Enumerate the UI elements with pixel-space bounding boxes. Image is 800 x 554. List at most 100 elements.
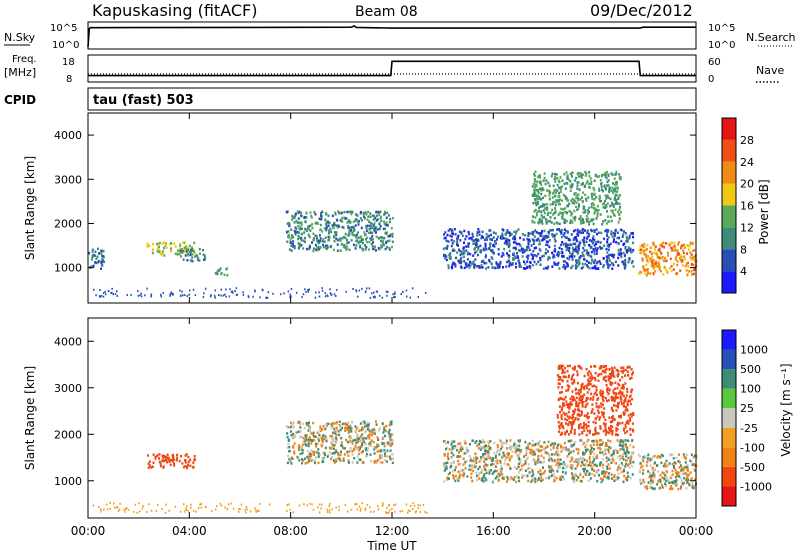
scatter-cell: [570, 243, 573, 246]
scatter-cell: [593, 252, 596, 256]
scatter-cell: [444, 257, 447, 260]
scatter-cell: [602, 365, 605, 368]
scatter-cell: [173, 242, 176, 245]
scatter-cell: [293, 216, 296, 220]
scatter-cell: [539, 205, 542, 208]
scatter-cell: [679, 464, 682, 467]
scatter-cell: [559, 391, 561, 394]
scatter-cell: [613, 399, 616, 403]
scatter-cell: [333, 239, 336, 243]
scatter-cell: [578, 217, 581, 221]
scatter-cell: [602, 453, 605, 457]
scatter-cell: [581, 461, 583, 464]
scatter-cell: [591, 403, 594, 406]
scatter-cell: [574, 242, 577, 246]
scatter-cell: [637, 453, 640, 457]
scatter-cell: [197, 506, 200, 509]
scatter-cell: [681, 244, 684, 247]
scatter-cell: [475, 250, 478, 253]
scatter-cell: [609, 425, 612, 428]
scatter-cell: [576, 459, 579, 462]
scatter-cell: [681, 259, 684, 262]
scatter-cell: [597, 468, 600, 472]
scatter-cell: [617, 210, 620, 214]
scatter-cell: [533, 458, 536, 462]
scatter-cell: [338, 505, 340, 508]
scatter-cell: [585, 199, 588, 202]
scatter-cell: [529, 451, 532, 455]
scatter-cell: [356, 239, 358, 242]
scatter-cell: [290, 236, 293, 240]
scatter-cell: [651, 481, 654, 484]
scatter-cell: [616, 202, 619, 205]
scatter-cell: [213, 294, 216, 297]
colorbar-frame: [721, 117, 737, 294]
scatter-cell: [442, 247, 445, 251]
scatter-cell: [290, 295, 292, 298]
scatter-cell: [570, 220, 573, 223]
scatter-cell: [609, 215, 612, 219]
scatter-cell: [613, 233, 616, 236]
scatter-cell: [529, 266, 532, 270]
scatter-cell: [447, 229, 450, 232]
scatter-cell: [299, 423, 302, 426]
scatter-cell: [468, 233, 471, 236]
scatter-cell: [645, 274, 648, 277]
scatter-cell: [306, 461, 309, 464]
scatter-cell: [585, 252, 588, 255]
scatter-cell: [639, 480, 642, 484]
scatter-cell: [180, 255, 182, 258]
scatter-cell: [326, 246, 329, 249]
scatter-cell: [586, 209, 589, 212]
scatter-cell: [575, 460, 578, 463]
scatter-cell: [577, 247, 580, 250]
scatter-cell: [389, 449, 392, 452]
scatter-cell: [341, 237, 344, 240]
scatter-cell: [384, 454, 387, 458]
scatter-cell: [292, 445, 294, 448]
scatter-cell: [586, 264, 588, 267]
scatter-cell: [664, 482, 667, 485]
scatter-cell: [686, 463, 689, 467]
scatter-cell: [627, 246, 630, 249]
scatter-cell: [447, 264, 450, 267]
scatter-cell: [622, 369, 625, 372]
scatter-cell: [657, 454, 660, 458]
scatter-cell: [547, 475, 550, 478]
scatter-cell: [560, 186, 562, 189]
scatter-cell: [289, 296, 291, 299]
scatter-cell: [514, 262, 517, 265]
scatter-cell: [621, 376, 624, 379]
scatter-cell: [97, 259, 100, 263]
scatter-cell: [508, 241, 511, 244]
scatter-cell: [471, 232, 474, 236]
scatter-cell: [412, 508, 414, 510]
scatter-cell: [362, 440, 365, 443]
scatter-cell: [97, 247, 99, 251]
scatter-cell: [370, 444, 373, 447]
scatter-cell: [583, 458, 586, 462]
scatter-cell: [545, 208, 548, 211]
scatter-cell: [500, 467, 503, 471]
scatter-cell: [617, 415, 620, 418]
scatter-cell: [321, 210, 324, 214]
scatter-cell: [388, 511, 390, 514]
scatter-cell: [609, 420, 612, 424]
scatter-cell: [293, 245, 296, 248]
scatter-cell: [621, 421, 624, 425]
scatter-cell: [619, 395, 622, 398]
scatter-cell: [622, 366, 625, 369]
scatter-cell: [355, 289, 357, 292]
scatter-cell: [355, 427, 358, 430]
scatter-cell: [673, 241, 676, 245]
scatter-cell: [624, 431, 627, 435]
scatter-cell: [598, 189, 601, 192]
scatter-cell: [365, 212, 368, 216]
colorbar-segment: [722, 408, 736, 428]
scatter-cell: [690, 270, 693, 273]
scatter-cell: [297, 421, 300, 424]
scatter-cell: [541, 219, 544, 222]
scatter-cell: [544, 251, 547, 255]
scatter-cell: [532, 215, 534, 218]
scatter-cell: [524, 462, 527, 465]
